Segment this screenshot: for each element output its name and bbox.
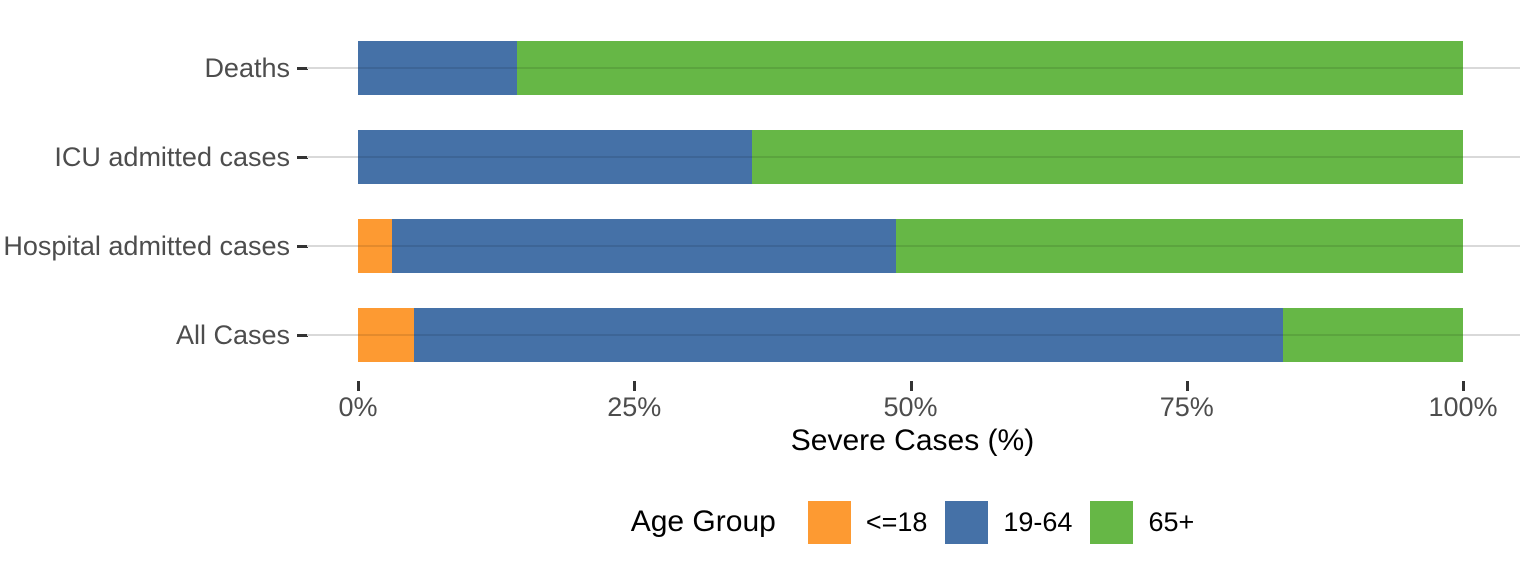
legend-items: <=18 19-64 65+: [790, 500, 1195, 544]
x-axis-tick: [1185, 381, 1189, 391]
bar-row: [358, 308, 1463, 362]
bar-row: [358, 130, 1463, 184]
gridline-overlay: [358, 156, 1463, 158]
legend-swatch--18: [807, 500, 851, 544]
gridline-overlay: [358, 334, 1463, 336]
legend-swatch-19-64: [945, 500, 989, 544]
bar-segment-65+: [752, 130, 1463, 184]
x-axis-tick-label: 0%: [338, 392, 378, 422]
legend-label: 19-64: [1003, 506, 1073, 537]
category-label: ICU admitted cases: [54, 142, 290, 172]
bar-segment--18: [358, 308, 415, 362]
bar-segment-65+: [517, 41, 1463, 95]
x-axis-tick-label: 50%: [883, 392, 938, 422]
category-label: Deaths: [204, 53, 290, 83]
legend-item: 19-64: [945, 500, 1073, 544]
x-axis-tick: [909, 381, 913, 391]
bar-row: [358, 41, 1463, 95]
legend-label: 65+: [1148, 506, 1195, 537]
gridline-overlay: [358, 67, 1463, 69]
x-axis-tick-label: 100%: [1428, 392, 1498, 422]
bar-segment-19-64: [358, 130, 753, 184]
y-axis-tick: [297, 156, 308, 159]
x-axis-tick: [633, 381, 637, 391]
legend-item: 65+: [1090, 500, 1195, 544]
x-axis-tick: [1462, 381, 1465, 391]
x-axis-tick-label: 25%: [607, 392, 662, 422]
gridline-overlay: [358, 245, 1463, 247]
category-label: Hospital admitted cases: [3, 231, 290, 261]
bar-segment--18: [358, 219, 393, 273]
category-label: All Cases: [175, 320, 290, 350]
x-axis-title: Severe Cases (%): [790, 424, 1035, 457]
legend-swatch-65+: [1090, 500, 1134, 544]
bar-segment-65+: [896, 219, 1463, 273]
x-axis-tick-label: 75%: [1159, 392, 1214, 422]
bar-segment-19-64: [358, 41, 518, 95]
legend-item: <=18: [807, 500, 928, 544]
legend-label: <=18: [865, 506, 928, 537]
legend-title: Age Group: [630, 505, 776, 538]
y-axis-tick: [297, 245, 308, 248]
bar-segment-19-64: [392, 219, 897, 273]
legend: Age Group <=18 19-64 65+: [305, 496, 1520, 548]
y-axis-tick: [297, 334, 308, 337]
bar-row: [358, 219, 1463, 273]
x-axis-tick: [357, 381, 360, 391]
y-axis-tick: [297, 67, 308, 70]
bar-segment-65+: [1282, 308, 1463, 362]
bar-segment-19-64: [414, 308, 1283, 362]
